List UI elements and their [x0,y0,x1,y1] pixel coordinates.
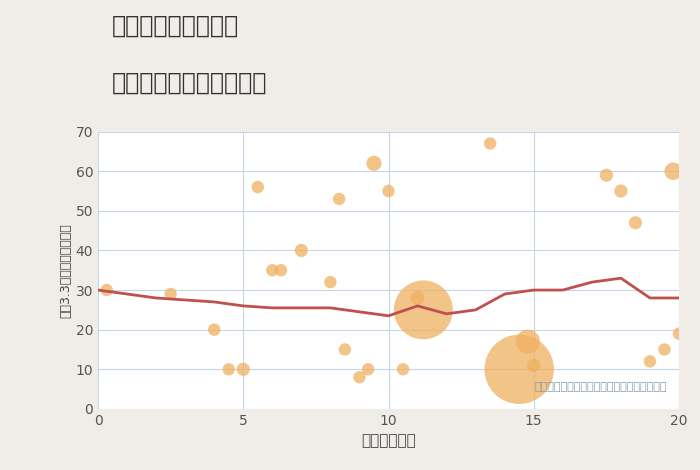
Point [673,330,685,337]
Point [325,278,336,286]
Point [615,187,626,195]
Point [398,366,409,373]
Point [528,361,539,369]
Point [659,346,670,353]
Point [340,346,351,353]
Point [237,366,249,373]
Point [522,338,533,345]
Point [668,167,679,175]
Point [165,290,176,298]
Point [368,159,379,167]
Point [412,294,423,302]
Y-axis label: 坪（3.3㎡）単価（万円）: 坪（3.3㎡）単価（万円） [60,223,73,318]
Point [275,266,286,274]
Point [354,374,365,381]
Point [333,195,344,203]
Point [296,247,307,254]
Text: 円の大きさは、取引のあった物件面積を示す: 円の大きさは、取引のあった物件面積を示す [535,382,667,392]
Text: 駅距離別中古戸建て価格: 駅距離別中古戸建て価格 [112,70,267,94]
Point [363,366,374,373]
Point [645,358,656,365]
Point [418,306,429,313]
Point [209,326,220,333]
Point [101,286,112,294]
Point [514,366,525,373]
Point [630,219,641,227]
Point [383,187,394,195]
Point [252,183,263,191]
X-axis label: 駅距離（分）: 駅距離（分） [361,433,416,448]
Point [484,140,496,147]
Point [223,366,235,373]
Point [267,266,278,274]
Text: 兵庫県西脇市堀町の: 兵庫県西脇市堀町の [112,14,239,38]
Point [601,172,612,179]
